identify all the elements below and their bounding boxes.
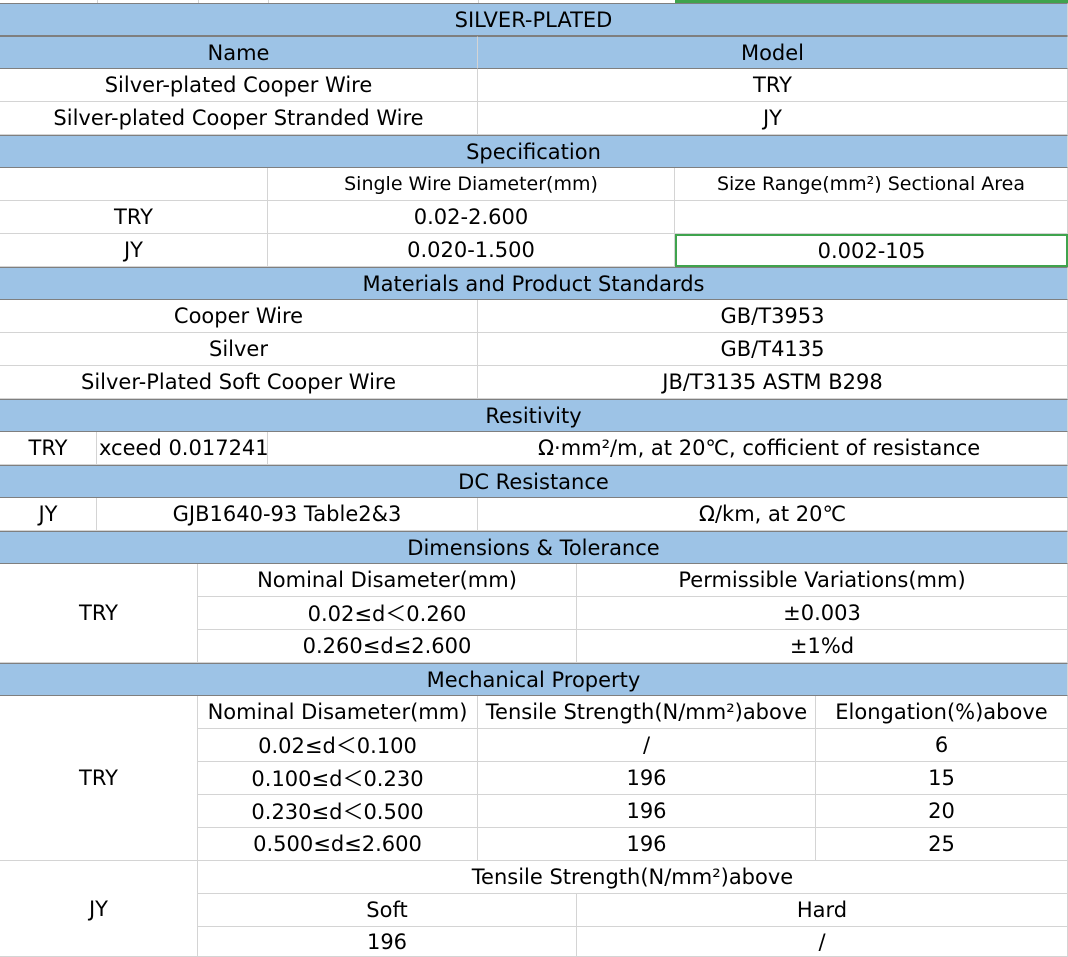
dc-resistance-header[interactable]: DC Resistance bbox=[0, 465, 1068, 498]
mechanical-nominal-cell[interactable]: 0.230≤d＜0.500 bbox=[198, 795, 478, 828]
mechanical-elongation-cell[interactable]: 25 bbox=[816, 828, 1068, 861]
dimensions-header[interactable]: Dimensions & Tolerance bbox=[0, 531, 1068, 564]
mechanical-header[interactable]: Mechanical Property bbox=[0, 663, 1068, 696]
material-name-cell[interactable]: Silver bbox=[0, 333, 478, 366]
mechanical-tensile-cell[interactable]: / bbox=[478, 729, 816, 762]
spec-size-cell[interactable] bbox=[675, 201, 1068, 234]
dimensions-variation-cell[interactable]: ±0.003 bbox=[577, 597, 1068, 630]
mechanical-elongation-cell[interactable]: 15 bbox=[816, 762, 1068, 795]
material-name-cell[interactable]: Silver-Plated Soft Cooper Wire bbox=[0, 366, 478, 399]
materials-header[interactable]: Materials and Product Standards bbox=[0, 267, 1068, 300]
mechanical-elongation-header[interactable]: Elongation(%)above bbox=[816, 696, 1068, 729]
mechanical-nominal-cell[interactable]: 0.100≤d＜0.230 bbox=[198, 762, 478, 795]
dimensions-variation-header[interactable]: Permissible Variations(mm) bbox=[577, 564, 1068, 597]
mechanical-tensile-cell[interactable]: 196 bbox=[478, 828, 816, 861]
resistivity-header[interactable]: Resitivity bbox=[0, 399, 1068, 432]
material-standard-cell[interactable]: JB/T3135 ASTM B298 bbox=[478, 366, 1068, 399]
name-header[interactable]: Name bbox=[0, 36, 478, 69]
mechanical-tensile-cell[interactable]: 196 bbox=[478, 795, 816, 828]
product-model-cell[interactable]: JY bbox=[478, 102, 1068, 135]
model-header[interactable]: Model bbox=[478, 36, 1068, 69]
table-title[interactable]: SILVER-PLATED bbox=[0, 3, 1068, 36]
product-model-cell[interactable]: TRY bbox=[478, 69, 1068, 102]
mechanical-try-model-cell[interactable]: TRY bbox=[0, 696, 198, 861]
dimensions-model-cell[interactable]: TRY bbox=[0, 564, 198, 663]
resistivity-note-cell[interactable]: Ω·mm²/m, at 20℃, cofficient of resistanc… bbox=[268, 432, 1068, 465]
jy-hard-header[interactable]: Hard bbox=[577, 894, 1068, 927]
jy-hard-value-cell[interactable]: / bbox=[577, 927, 1068, 957]
material-standard-cell[interactable]: GB/T4135 bbox=[478, 333, 1068, 366]
spec-size-cell-selected[interactable]: 0.002-105 bbox=[675, 234, 1068, 267]
material-standard-cell[interactable]: GB/T3953 bbox=[478, 300, 1068, 333]
spec-diameter-header[interactable]: Single Wire Diameter(mm) bbox=[268, 168, 675, 201]
dc-value-cell[interactable]: GJB1640-93 Table2&3 bbox=[97, 498, 478, 531]
jy-tensile-header[interactable]: Tensile Strength(N/mm²)above bbox=[198, 861, 1068, 894]
resistivity-model-cell[interactable]: TRY bbox=[0, 432, 97, 465]
mechanical-tensile-header[interactable]: Tensile Strength(N/mm²)above bbox=[478, 696, 816, 729]
product-name-cell[interactable]: Silver-plated Cooper Wire bbox=[0, 69, 478, 102]
spec-diameter-cell[interactable]: 0.020-1.500 bbox=[268, 234, 675, 267]
jy-soft-value-cell[interactable]: 196 bbox=[198, 927, 577, 957]
spec-diameter-cell[interactable]: 0.02-2.600 bbox=[268, 201, 675, 234]
dimensions-nominal-cell[interactable]: 0.02≤d＜0.260 bbox=[198, 597, 577, 630]
spec-blank-cell[interactable] bbox=[0, 168, 268, 201]
dimensions-variation-cell[interactable]: ±1%d bbox=[577, 630, 1068, 663]
spec-model-cell[interactable]: TRY bbox=[0, 201, 268, 234]
material-name-cell[interactable]: Cooper Wire bbox=[0, 300, 478, 333]
dc-model-cell[interactable]: JY bbox=[0, 498, 97, 531]
specification-header[interactable]: Specification bbox=[0, 135, 1068, 168]
spec-model-cell[interactable]: JY bbox=[0, 234, 268, 267]
selection-edge bbox=[675, 0, 1068, 3]
spec-size-header[interactable]: Size Range(mm²) Sectional Area bbox=[675, 168, 1068, 201]
dimensions-nominal-header[interactable]: Nominal Disameter(mm) bbox=[198, 564, 577, 597]
product-name-cell[interactable]: Silver-plated Cooper Stranded Wire bbox=[0, 102, 478, 135]
mechanical-jy-model-cell[interactable]: JY bbox=[0, 861, 198, 957]
dc-note-cell[interactable]: Ω/km, at 20℃ bbox=[478, 498, 1068, 531]
mechanical-nominal-cell[interactable]: 0.02≤d＜0.100 bbox=[198, 729, 478, 762]
mechanical-elongation-cell[interactable]: 6 bbox=[816, 729, 1068, 762]
dimensions-nominal-cell[interactable]: 0.260≤d≤2.600 bbox=[198, 630, 577, 663]
mechanical-elongation-cell[interactable]: 20 bbox=[816, 795, 1068, 828]
mechanical-tensile-cell[interactable]: 196 bbox=[478, 762, 816, 795]
mechanical-nominal-cell[interactable]: 0.500≤d≤2.600 bbox=[198, 828, 478, 861]
resistivity-value-cell[interactable]: xceed 0.017241 bbox=[97, 432, 268, 465]
jy-soft-header[interactable]: Soft bbox=[198, 894, 577, 927]
mechanical-nominal-header[interactable]: Nominal Disameter(mm) bbox=[198, 696, 478, 729]
